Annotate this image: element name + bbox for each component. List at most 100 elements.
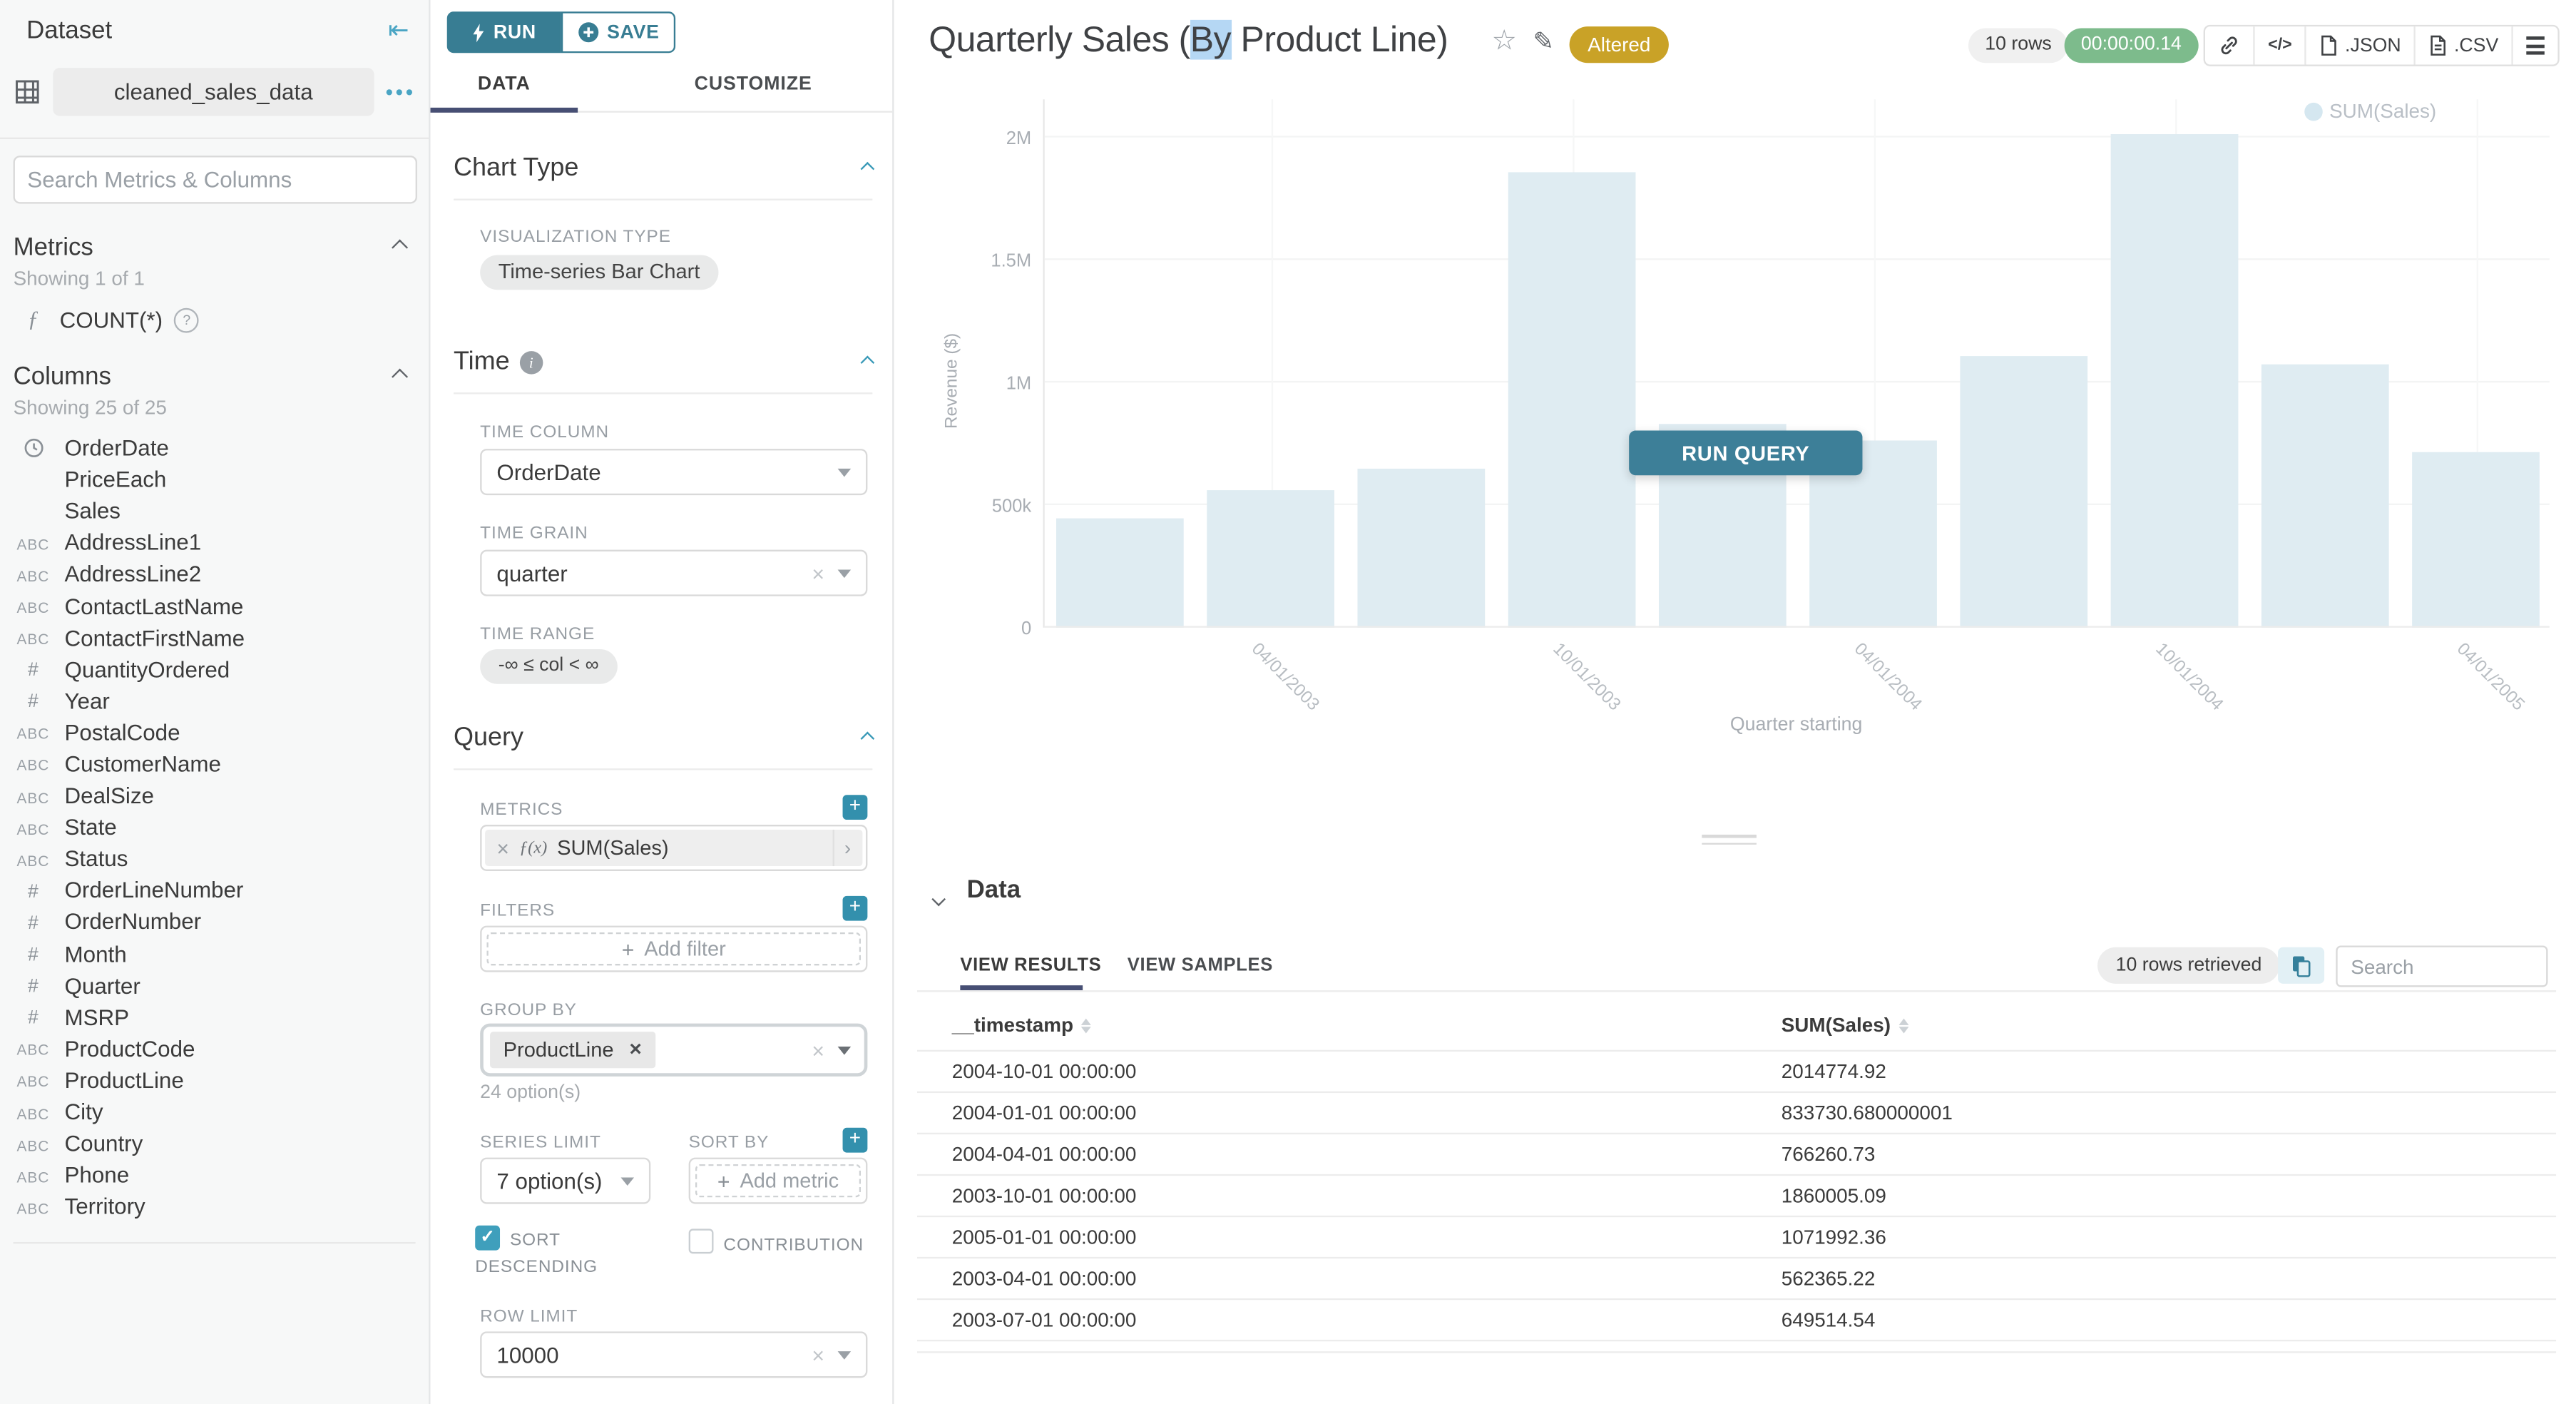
column-item[interactable]: # MSRP (0, 1002, 429, 1033)
dataset-name[interactable]: cleaned_sales_data (53, 68, 374, 116)
column-item[interactable]: ABC AddressLine2 (0, 559, 429, 590)
chevron-up-icon[interactable] (860, 731, 875, 746)
chart-type-section-header[interactable]: Chart Type (454, 154, 875, 184)
plus-circle-icon (578, 22, 598, 43)
column-header-sum-sales[interactable]: SUM(Sales) (1782, 1014, 1909, 1037)
clear-icon[interactable]: × (812, 1037, 825, 1063)
chart-title[interactable]: Quarterly Sales (By Product Line) (929, 19, 1448, 60)
query-section-header[interactable]: Query (454, 723, 875, 753)
column-item[interactable]: ABC Territory (0, 1191, 429, 1223)
tab-view-samples[interactable]: VIEW SAMPLES (1127, 955, 1273, 976)
sort-icons[interactable] (1898, 1017, 1909, 1033)
column-item[interactable]: OrderDate (0, 432, 429, 464)
save-button[interactable]: SAVE (561, 11, 676, 54)
viz-type-value[interactable]: Time-series Bar Chart (480, 255, 718, 290)
time-section-header[interactable]: Time i (454, 347, 875, 377)
export-csv-button[interactable]: .CSV (2414, 26, 2512, 65)
column-item[interactable]: ABC CustomerName (0, 748, 429, 780)
column-item[interactable]: ABC City (0, 1097, 429, 1128)
code-icon: </> (2268, 36, 2292, 55)
column-item[interactable]: # OrderLineNumber (0, 875, 429, 906)
clear-icon[interactable]: × (812, 560, 825, 586)
column-item[interactable]: ABC Country (0, 1128, 429, 1159)
add-metric-button[interactable]: + (842, 794, 868, 820)
column-item[interactable]: ABC Phone (0, 1159, 429, 1191)
contribution-checkbox[interactable] (688, 1228, 714, 1254)
column-item[interactable]: ABC ProductCode (0, 1033, 429, 1064)
embed-code-button[interactable]: </> (2253, 26, 2305, 65)
chart-legend[interactable]: SUM(Sales) (2304, 99, 2436, 123)
column-item[interactable]: ABC ContactLastName (0, 590, 429, 621)
metric-control: × ƒ(x) SUM(Sales) › (480, 825, 868, 872)
add-sort-metric-dropzone[interactable]: + Add metric (695, 1164, 862, 1198)
chart-menu-button[interactable] (2511, 26, 2558, 65)
time-column-select[interactable]: OrderDate (480, 449, 868, 496)
time-grain-select[interactable]: quarter × (480, 549, 868, 596)
column-item[interactable]: ABC ProductLine (0, 1064, 429, 1096)
data-section-chevron[interactable] (931, 882, 946, 912)
table-row[interactable]: 2004-10-01 00:00:00 2014774.92 (917, 1049, 2557, 1092)
column-item[interactable]: # Year (0, 685, 429, 716)
help-icon[interactable]: ? (174, 307, 200, 332)
info-icon[interactable]: i (519, 351, 543, 375)
text-type-icon: ABC (16, 1074, 50, 1091)
row-limit-select[interactable]: 10000 × (480, 1331, 868, 1378)
edit-title-icon[interactable]: ✎ (1533, 28, 1554, 56)
add-filter-dropzone[interactable]: + Add filter (486, 932, 862, 966)
series-limit-select[interactable]: 7 option(s) (480, 1157, 651, 1204)
run-query-button[interactable]: RUN QUERY (1629, 430, 1863, 476)
search-metrics-input[interactable] (12, 156, 416, 204)
expand-metric-icon[interactable]: › (832, 829, 851, 867)
column-item[interactable]: ABC State (0, 812, 429, 843)
column-item[interactable]: # OrderNumber (0, 907, 429, 938)
add-filter-button[interactable]: + (842, 895, 868, 921)
time-range-value[interactable]: -∞ ≤ col < ∞ (480, 648, 618, 684)
remove-tag-icon[interactable]: ✕ (628, 1040, 643, 1059)
add-sort-metric-button[interactable]: + (842, 1127, 868, 1153)
dataset-more-icon[interactable]: ••• (385, 79, 416, 105)
chevron-up-icon[interactable] (392, 239, 409, 256)
chevron-up-icon[interactable] (392, 368, 409, 385)
table-row[interactable]: 2003-07-01 00:00:00 649514.54 (917, 1298, 2557, 1340)
column-item[interactable]: ABC PostalCode (0, 717, 429, 748)
column-item[interactable]: ABC DealSize (0, 780, 429, 811)
tab-data[interactable]: DATA (477, 74, 531, 95)
column-item[interactable]: # Month (0, 938, 429, 970)
table-search-input[interactable] (2336, 945, 2548, 987)
table-row[interactable]: 2004-04-01 00:00:00 766260.73 (917, 1132, 2557, 1174)
column-item[interactable]: # QuantityOrdered (0, 653, 429, 685)
tab-view-results[interactable]: VIEW RESULTS (960, 955, 1102, 976)
run-button[interactable]: RUN (446, 11, 561, 54)
column-item[interactable]: Sales (0, 496, 429, 527)
chevron-up-icon[interactable] (860, 355, 875, 370)
clear-icon[interactable]: × (812, 1342, 825, 1368)
y-axis-tick: 1M (1006, 373, 1032, 394)
column-header-timestamp[interactable]: __timestamp (917, 1014, 1782, 1037)
column-item[interactable]: ABC ContactFirstName (0, 622, 429, 653)
column-item[interactable]: PriceEach (0, 464, 429, 495)
remove-metric-icon[interactable]: × (496, 835, 510, 860)
share-link-button[interactable] (2205, 26, 2253, 64)
column-item[interactable]: ABC AddressLine1 (0, 527, 429, 559)
sort-descending-checkbox[interactable]: ✓ (475, 1225, 501, 1251)
sort-icons[interactable] (1081, 1017, 1092, 1033)
column-item[interactable]: ABC Status (0, 843, 429, 875)
table-row[interactable]: 2004-01-01 00:00:00 833730.680000001 (917, 1091, 2557, 1133)
collapse-panel-icon[interactable]: ⇤ (388, 16, 409, 45)
table-row[interactable]: 2003-10-01 00:00:00 1860005.09 (917, 1174, 2557, 1216)
metric-pill[interactable]: × ƒ(x) SUM(Sales) › (485, 829, 863, 867)
export-json-button[interactable]: .JSON (2305, 26, 2414, 65)
resize-handle[interactable] (1702, 834, 1757, 850)
tab-customize[interactable]: CUSTOMIZE (694, 74, 812, 95)
table-row[interactable]: 2005-01-01 00:00:00 1071992.36 (917, 1215, 2557, 1257)
chevron-up-icon[interactable] (860, 161, 875, 176)
table-row[interactable]: 2003-04-01 00:00:00 562365.22 (917, 1256, 2557, 1298)
metrics-section-header[interactable]: Metrics (0, 233, 429, 262)
favorite-star-icon[interactable]: ☆ (1491, 24, 1517, 56)
columns-section-header[interactable]: Columns (0, 362, 429, 391)
metric-item[interactable]: ƒ COUNT(*) ? (0, 290, 429, 332)
column-item[interactable]: # Quarter (0, 970, 429, 1001)
altered-badge[interactable]: Altered (1569, 26, 1669, 63)
group-by-select[interactable]: ProductLine ✕ × (480, 1023, 868, 1077)
copy-data-button[interactable] (2278, 947, 2325, 984)
